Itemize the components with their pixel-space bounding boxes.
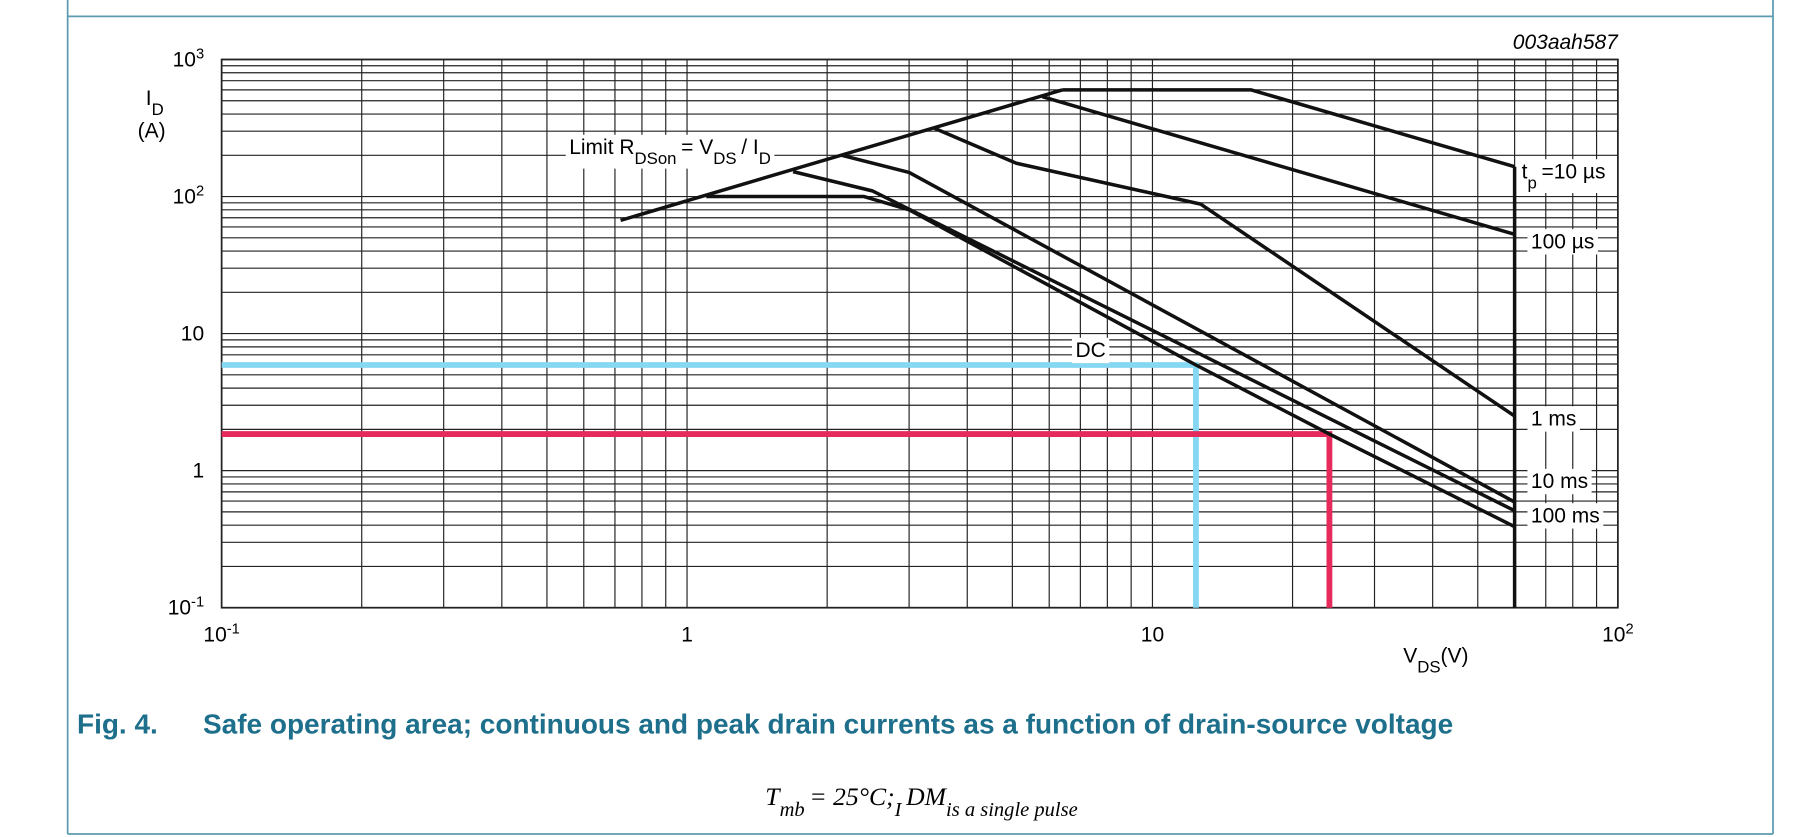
curve — [792, 169, 1516, 513]
curve-label: DC — [1075, 339, 1105, 362]
subscript: I — [894, 799, 903, 821]
text-part: I — [146, 87, 152, 110]
tick-exponent: -1 — [227, 622, 240, 638]
label-background — [1527, 503, 1604, 529]
text-part: = V — [681, 136, 713, 159]
figure-caption: Safe operating area; continuous and peak… — [203, 709, 1453, 740]
curve-label: 100 ms — [1531, 504, 1600, 527]
subscript: DS — [713, 148, 736, 167]
label-background — [1527, 229, 1598, 255]
label-background — [1518, 159, 1609, 194]
label-background — [1527, 406, 1580, 432]
text-part: / I — [741, 136, 759, 159]
text-part: (V) — [1441, 645, 1469, 668]
label-background — [1527, 468, 1592, 495]
subscript: DSon — [635, 148, 677, 167]
y-axis-label: ID — [146, 87, 164, 118]
subscript: DS — [1417, 657, 1440, 676]
figure-code: 003aah587 — [1513, 31, 1619, 54]
tick-base: 10 — [203, 624, 226, 647]
text-part: = 25°C; — [809, 782, 894, 811]
subscript: mb — [780, 799, 805, 821]
text-part: t — [1522, 160, 1528, 183]
curve — [1041, 95, 1516, 237]
y-tick-label: 10-1 — [168, 595, 204, 620]
curve — [706, 194, 1516, 529]
tick-exponent: 3 — [196, 46, 204, 62]
y-tick-label: 1 — [192, 460, 204, 483]
tick-exponent: -1 — [191, 595, 204, 611]
y-tick-label: 102 — [173, 184, 205, 209]
grid — [221, 58, 1619, 609]
text-part: T — [765, 782, 781, 811]
tick-base: 10 — [173, 186, 196, 209]
tick-exponent: 2 — [196, 184, 204, 200]
footnote: Tmb = 25°C;I DMis a single pulse — [765, 782, 1077, 821]
y-tick-label: 10 — [181, 323, 204, 346]
curve-label: 100 µs — [1531, 230, 1594, 253]
text-part: Limit R — [569, 136, 634, 159]
curve — [620, 88, 1063, 223]
curve — [1062, 88, 1516, 169]
label-background — [1071, 337, 1110, 364]
subscript: D — [759, 148, 771, 167]
x-tick-label: 1 — [681, 624, 693, 647]
subscript: D — [152, 99, 164, 118]
tick-base: 10 — [168, 597, 191, 620]
tick-base: 10 — [1602, 624, 1625, 647]
subscript: is a single pulse — [946, 799, 1078, 821]
x-tick-label: 102 — [1602, 622, 1634, 647]
frame — [66, 0, 1774, 835]
y-tick-label: 103 — [173, 46, 205, 71]
label-background — [565, 134, 775, 169]
text-part: V — [1403, 645, 1417, 668]
tick-exponent: 2 — [1625, 622, 1633, 638]
limit-annotation: Limit RDSon = VDS / ID — [569, 136, 771, 167]
subscript: p — [1527, 173, 1536, 192]
x-axis-label: VDS(V) — [1403, 645, 1468, 676]
text-part: =10 µs — [1541, 160, 1605, 183]
curve-label: tp =10 µs — [1522, 160, 1606, 191]
curve — [841, 153, 1516, 504]
curve-label: 1 ms — [1531, 407, 1576, 430]
text-part: DM — [905, 782, 948, 811]
operating-point — [221, 362, 1199, 608]
x-tick-label: 10-1 — [203, 622, 239, 647]
plot-border — [220, 58, 1619, 609]
y-axis-unit: (A) — [138, 120, 166, 143]
operating-point — [221, 431, 1333, 608]
figure-label: Fig. 4. — [77, 709, 158, 740]
curve — [933, 126, 1516, 418]
tick-base: 10 — [173, 48, 196, 71]
x-tick-label: 10 — [1141, 624, 1164, 647]
curve-label: 10 ms — [1531, 470, 1588, 493]
